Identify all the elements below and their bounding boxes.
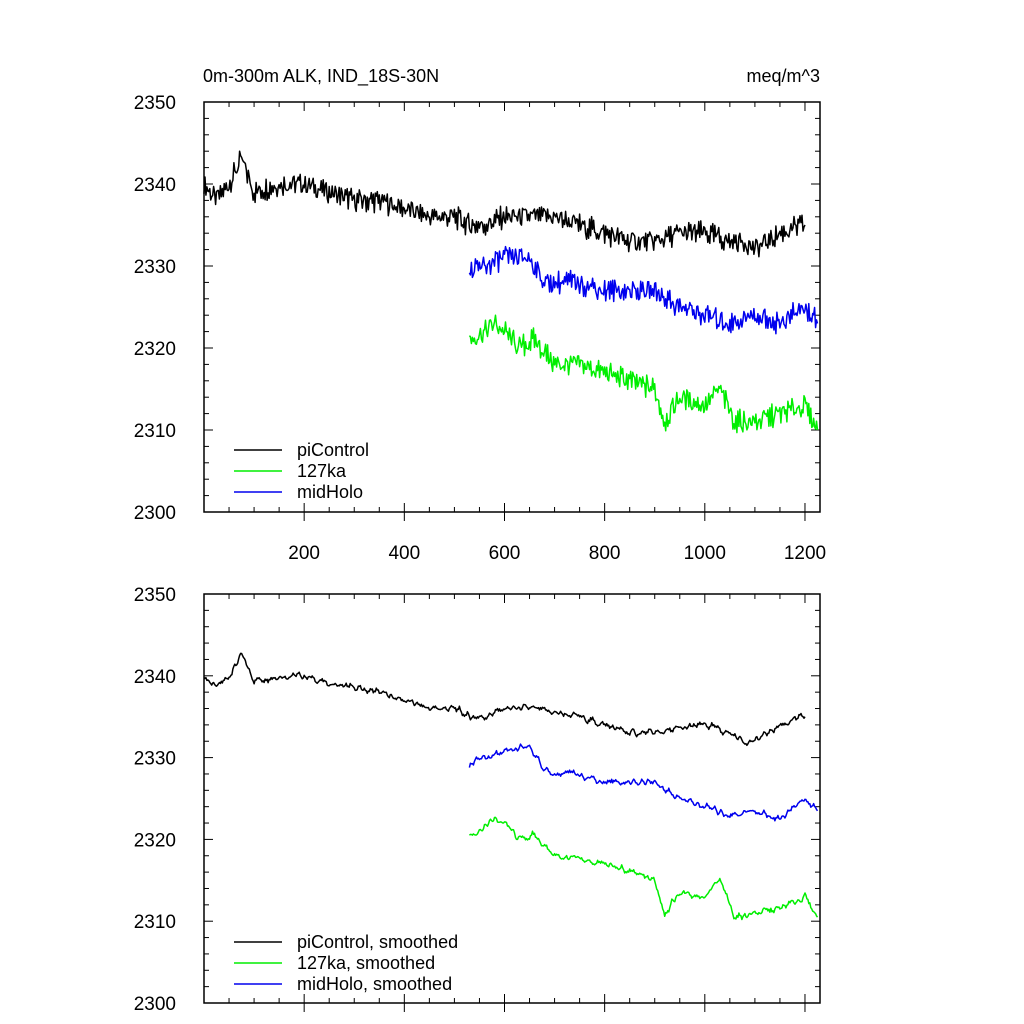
x-tick-label: 800	[589, 543, 621, 564]
y-tick-label: 2320	[134, 830, 176, 851]
top-panel-legend: piControl 127ka midHolo	[234, 440, 369, 502]
x-tick-label: 400	[388, 543, 420, 564]
bottom-panel-frame	[203, 593, 821, 1004]
top-panel-title-right: meq/m^3	[747, 66, 820, 86]
x-tick-label: 1200	[784, 543, 826, 564]
series-line-midholo	[468, 245, 819, 335]
top-panel-frame	[203, 101, 821, 513]
bottom-panel: 2300 2310 2320 2330 2340 2350 piControl, smoo…	[134, 585, 821, 1015]
y-tick-label: 2340	[134, 667, 176, 688]
bottom-panel-legend: piControl, smoothed 127ka, smoothed midH…	[234, 932, 458, 994]
x-tick-label: 200	[288, 543, 320, 564]
legend-label-picontrol: piControl	[297, 440, 369, 460]
top-panel-series	[203, 150, 819, 434]
legend-label-midholo: midHolo	[297, 482, 363, 502]
series-line-picontrol	[203, 150, 806, 258]
legend-label-127ka-smoothed: 127ka, smoothed	[297, 953, 435, 973]
legend-label-midholo-smoothed: midHolo, smoothed	[297, 974, 452, 994]
x-tick-label: 600	[489, 543, 521, 564]
bottom-panel-ticks: 2300 2310 2320 2330 2340 2350	[134, 585, 820, 1015]
y-tick-label: 2310	[134, 912, 176, 933]
x-tick-label: 1000	[684, 543, 726, 564]
y-tick-label: 2340	[134, 175, 176, 196]
series-line-picontrol-smoothed	[203, 652, 806, 747]
y-tick-label: 2300	[134, 994, 176, 1015]
bottom-panel-series	[203, 652, 819, 921]
series-line-midholo-smoothed	[468, 743, 819, 822]
series-line-127ka	[468, 314, 819, 434]
legend-label-127ka: 127ka	[297, 461, 347, 481]
y-tick-label: 2330	[134, 257, 176, 278]
y-tick-label: 2350	[134, 93, 176, 114]
top-panel-title-left: 0m-300m ALK, IND_18S-30N	[203, 66, 439, 87]
y-tick-label: 2320	[134, 339, 176, 360]
y-tick-label: 2330	[134, 749, 176, 770]
top-panel-ticks: 2300 2310 2320 2330 2340 2350 200 400 600 800 1000…	[134, 93, 826, 564]
y-tick-label: 2350	[134, 585, 176, 606]
y-tick-label: 2300	[134, 503, 176, 524]
top-panel: 0m-300m ALK, IND_18S-30N meq/m^3 2300 231…	[134, 66, 826, 564]
y-tick-label: 2310	[134, 421, 176, 442]
legend-label-picontrol-smoothed: piControl, smoothed	[297, 932, 458, 952]
series-line-127ka-smoothed	[468, 816, 819, 921]
